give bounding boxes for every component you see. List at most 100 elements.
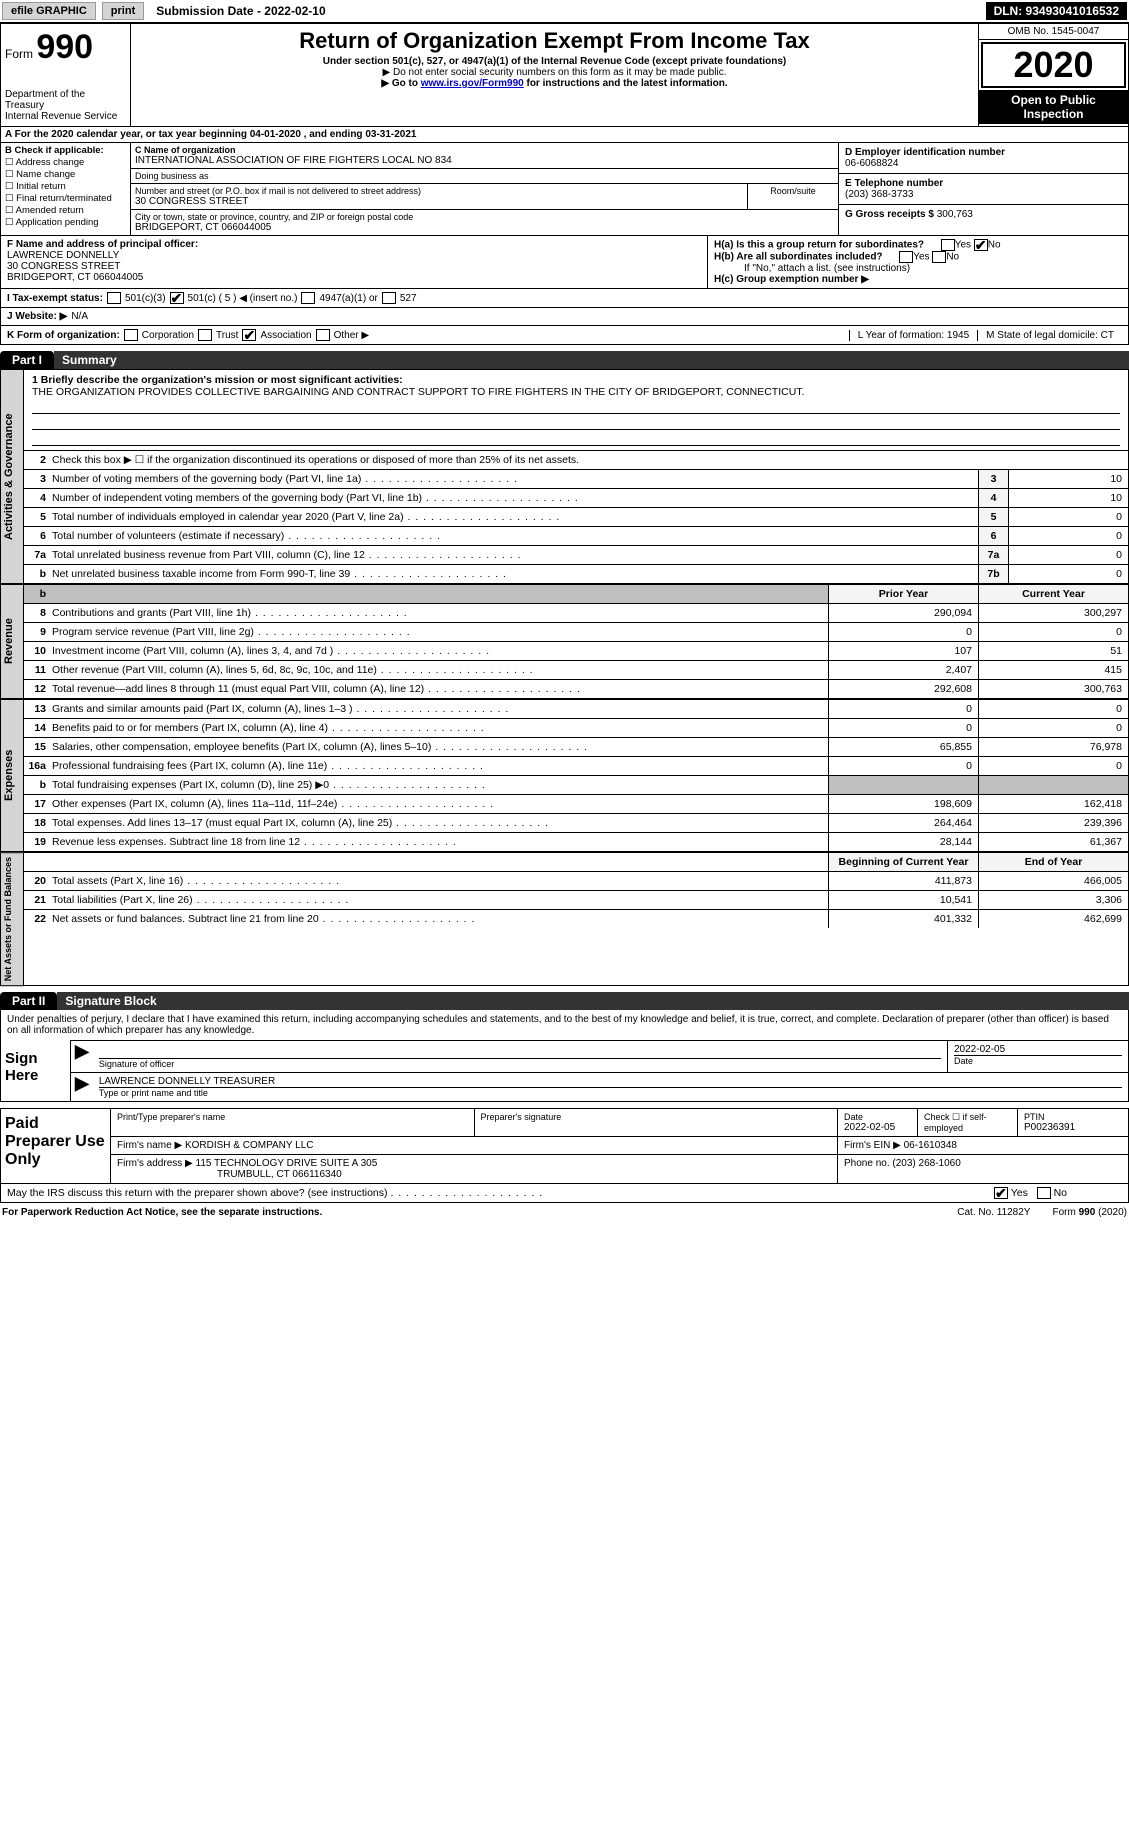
data-row: 17Other expenses (Part IX, column (A), l… (24, 795, 1128, 814)
vtab-net: Net Assets or Fund Balances (0, 852, 24, 986)
street-label: Number and street (or P.O. box if mail i… (135, 186, 743, 196)
part2-tab: Part II (0, 992, 57, 1010)
chk-initial[interactable]: ☐ Initial return (5, 181, 126, 192)
discuss-text: May the IRS discuss this return with the… (7, 1187, 388, 1199)
irs-link[interactable]: www.irs.gov/Form990 (421, 78, 524, 89)
form-header: Form 990 Department of the Treasury Inte… (0, 23, 1129, 127)
box-b: B Check if applicable: ☐ Address change … (1, 143, 131, 235)
org-name-label: C Name of organization (135, 145, 834, 155)
footer: For Paperwork Reduction Act Notice, see … (0, 1203, 1129, 1222)
gov-row: 4Number of independent voting members of… (24, 489, 1128, 508)
chk-corp[interactable] (124, 329, 138, 341)
data-row: 16aProfessional fundraising fees (Part I… (24, 757, 1128, 776)
part1-title: Summary (54, 351, 1129, 369)
col-prior: Prior Year (828, 585, 978, 603)
firm-addr1: 115 TECHNOLOGY DRIVE SUITE A 305 (196, 1158, 378, 1169)
chk-527[interactable] (382, 292, 396, 304)
firm-ein: 06-1610348 (904, 1140, 957, 1151)
discuss-row: May the IRS discuss this return with the… (0, 1184, 1129, 1203)
prep-date: 2022-02-05 (844, 1122, 911, 1133)
hb-note: If "No," attach a list. (see instruction… (714, 263, 1122, 274)
chk-other[interactable] (316, 329, 330, 341)
city-value: BRIDGEPORT, CT 066044005 (135, 222, 834, 233)
vtab-revenue: Revenue (0, 584, 24, 699)
part1-tab: Part I (0, 351, 54, 369)
vtab-governance: Activities & Governance (0, 369, 24, 584)
mission-block: 1 Briefly describe the organization's mi… (24, 370, 1128, 451)
row-fh: F Name and address of principal officer:… (0, 236, 1129, 289)
chk-assoc[interactable] (242, 329, 256, 341)
chk-address[interactable]: ☐ Address change (5, 157, 126, 168)
tax-year: 2020 (981, 42, 1126, 88)
firm-addr-label: Firm's address ▶ (117, 1158, 193, 1169)
city-label: City or town, state or province, country… (135, 212, 834, 222)
website-value: N/A (71, 311, 88, 322)
room-label: Room/suite (748, 184, 838, 209)
form-subtitle: Under section 501(c), 527, or 4947(a)(1)… (137, 56, 972, 67)
prep-selfemp: Check ☐ if self-employed (918, 1109, 1018, 1136)
chk-trust[interactable] (198, 329, 212, 341)
print-button[interactable]: print (102, 2, 144, 20)
section-governance: Activities & Governance 1 Briefly descri… (0, 369, 1129, 584)
dba-label: Doing business as (135, 171, 834, 181)
hb-yes-check[interactable] (899, 251, 913, 263)
discuss-no-check[interactable] (1037, 1187, 1051, 1199)
ha-yes-check[interactable] (941, 239, 955, 251)
hc-label: H(c) Group exemption number ▶ (714, 274, 1122, 285)
hb-label: H(b) Are all subordinates included? (714, 252, 883, 263)
part2-title: Signature Block (57, 992, 1129, 1010)
ha-no-check[interactable] (974, 239, 988, 251)
sign-here-label: Sign Here (1, 1040, 71, 1101)
chk-name[interactable]: ☐ Name change (5, 169, 126, 180)
prep-name-label: Print/Type preparer's name (117, 1112, 468, 1122)
state-domicile: M State of legal domicile: CT (977, 330, 1122, 341)
firm-addr2: TRUMBULL, CT 066116340 (117, 1169, 342, 1180)
chk-final[interactable]: ☐ Final return/terminated (5, 193, 126, 204)
chk-501c3[interactable] (107, 292, 121, 304)
firm-phone: (203) 268-1060 (892, 1158, 960, 1169)
form-footer: Form 990 (2020) (1053, 1207, 1127, 1218)
chk-4947[interactable] (301, 292, 315, 304)
firm-name-label: Firm's name ▶ (117, 1140, 182, 1151)
gross-label: G Gross receipts $ (845, 209, 934, 220)
data-row: 12Total revenue—add lines 8 through 11 (… (24, 680, 1128, 698)
cat-no: Cat. No. 11282Y (957, 1207, 1030, 1218)
discuss-yes-check[interactable] (994, 1187, 1008, 1199)
mission-label: 1 Briefly describe the organization's mi… (32, 374, 1120, 386)
ha-label: H(a) Is this a group return for subordin… (714, 240, 924, 251)
data-row: 8Contributions and grants (Part VIII, li… (24, 604, 1128, 623)
firm-phone-label: Phone no. (844, 1158, 890, 1169)
sig-name-label: Type or print name and title (99, 1087, 1122, 1098)
row-i: I Tax-exempt status: 501(c)(3) 501(c) ( … (0, 289, 1129, 308)
box-h: H(a) Is this a group return for subordin… (708, 236, 1128, 288)
sig-officer-label: Signature of officer (99, 1058, 941, 1069)
phone-label: E Telephone number (845, 178, 1122, 189)
year-formation: L Year of formation: 1945 (849, 330, 977, 341)
chk-amended[interactable]: ☐ Amended return (5, 205, 126, 216)
chk-501c[interactable] (170, 292, 184, 304)
rev-header: b Prior Year Current Year (24, 585, 1128, 604)
box-de: D Employer identification number 06-6068… (838, 143, 1128, 235)
hb-no-check[interactable] (932, 251, 946, 263)
data-row: 22Net assets or fund balances. Subtract … (24, 910, 1128, 928)
ein-value: 06-6068824 (845, 158, 1122, 169)
officer-street: 30 CONGRESS STREET (7, 261, 701, 272)
dept-label: Department of the Treasury Internal Reve… (5, 89, 126, 122)
gov-row: 7aTotal unrelated business revenue from … (24, 546, 1128, 565)
efile-button[interactable]: efile GRAPHIC (2, 2, 96, 20)
net-header: Beginning of Current Year End of Year (24, 853, 1128, 872)
officer-name: LAWRENCE DONNELLY (7, 250, 701, 261)
ptin-label: PTIN (1024, 1112, 1122, 1122)
prep-date-label: Date (844, 1112, 911, 1122)
arrow-icon: ▶ (71, 1073, 93, 1101)
chk-pending[interactable]: ☐ Application pending (5, 217, 126, 228)
data-row: 19Revenue less expenses. Subtract line 1… (24, 833, 1128, 851)
vtab-expenses: Expenses (0, 699, 24, 852)
org-name: INTERNATIONAL ASSOCIATION OF FIRE FIGHTE… (135, 155, 834, 166)
data-row: 9Program service revenue (Part VIII, lin… (24, 623, 1128, 642)
firm-name: KORDISH & COMPANY LLC (185, 1140, 314, 1151)
part1-bar: Part I Summary (0, 351, 1129, 369)
line-a-text: A For the 2020 calendar year, or tax yea… (5, 129, 416, 140)
box-c: C Name of organization INTERNATIONAL ASS… (131, 143, 838, 235)
gov-row: 5Total number of individuals employed in… (24, 508, 1128, 527)
